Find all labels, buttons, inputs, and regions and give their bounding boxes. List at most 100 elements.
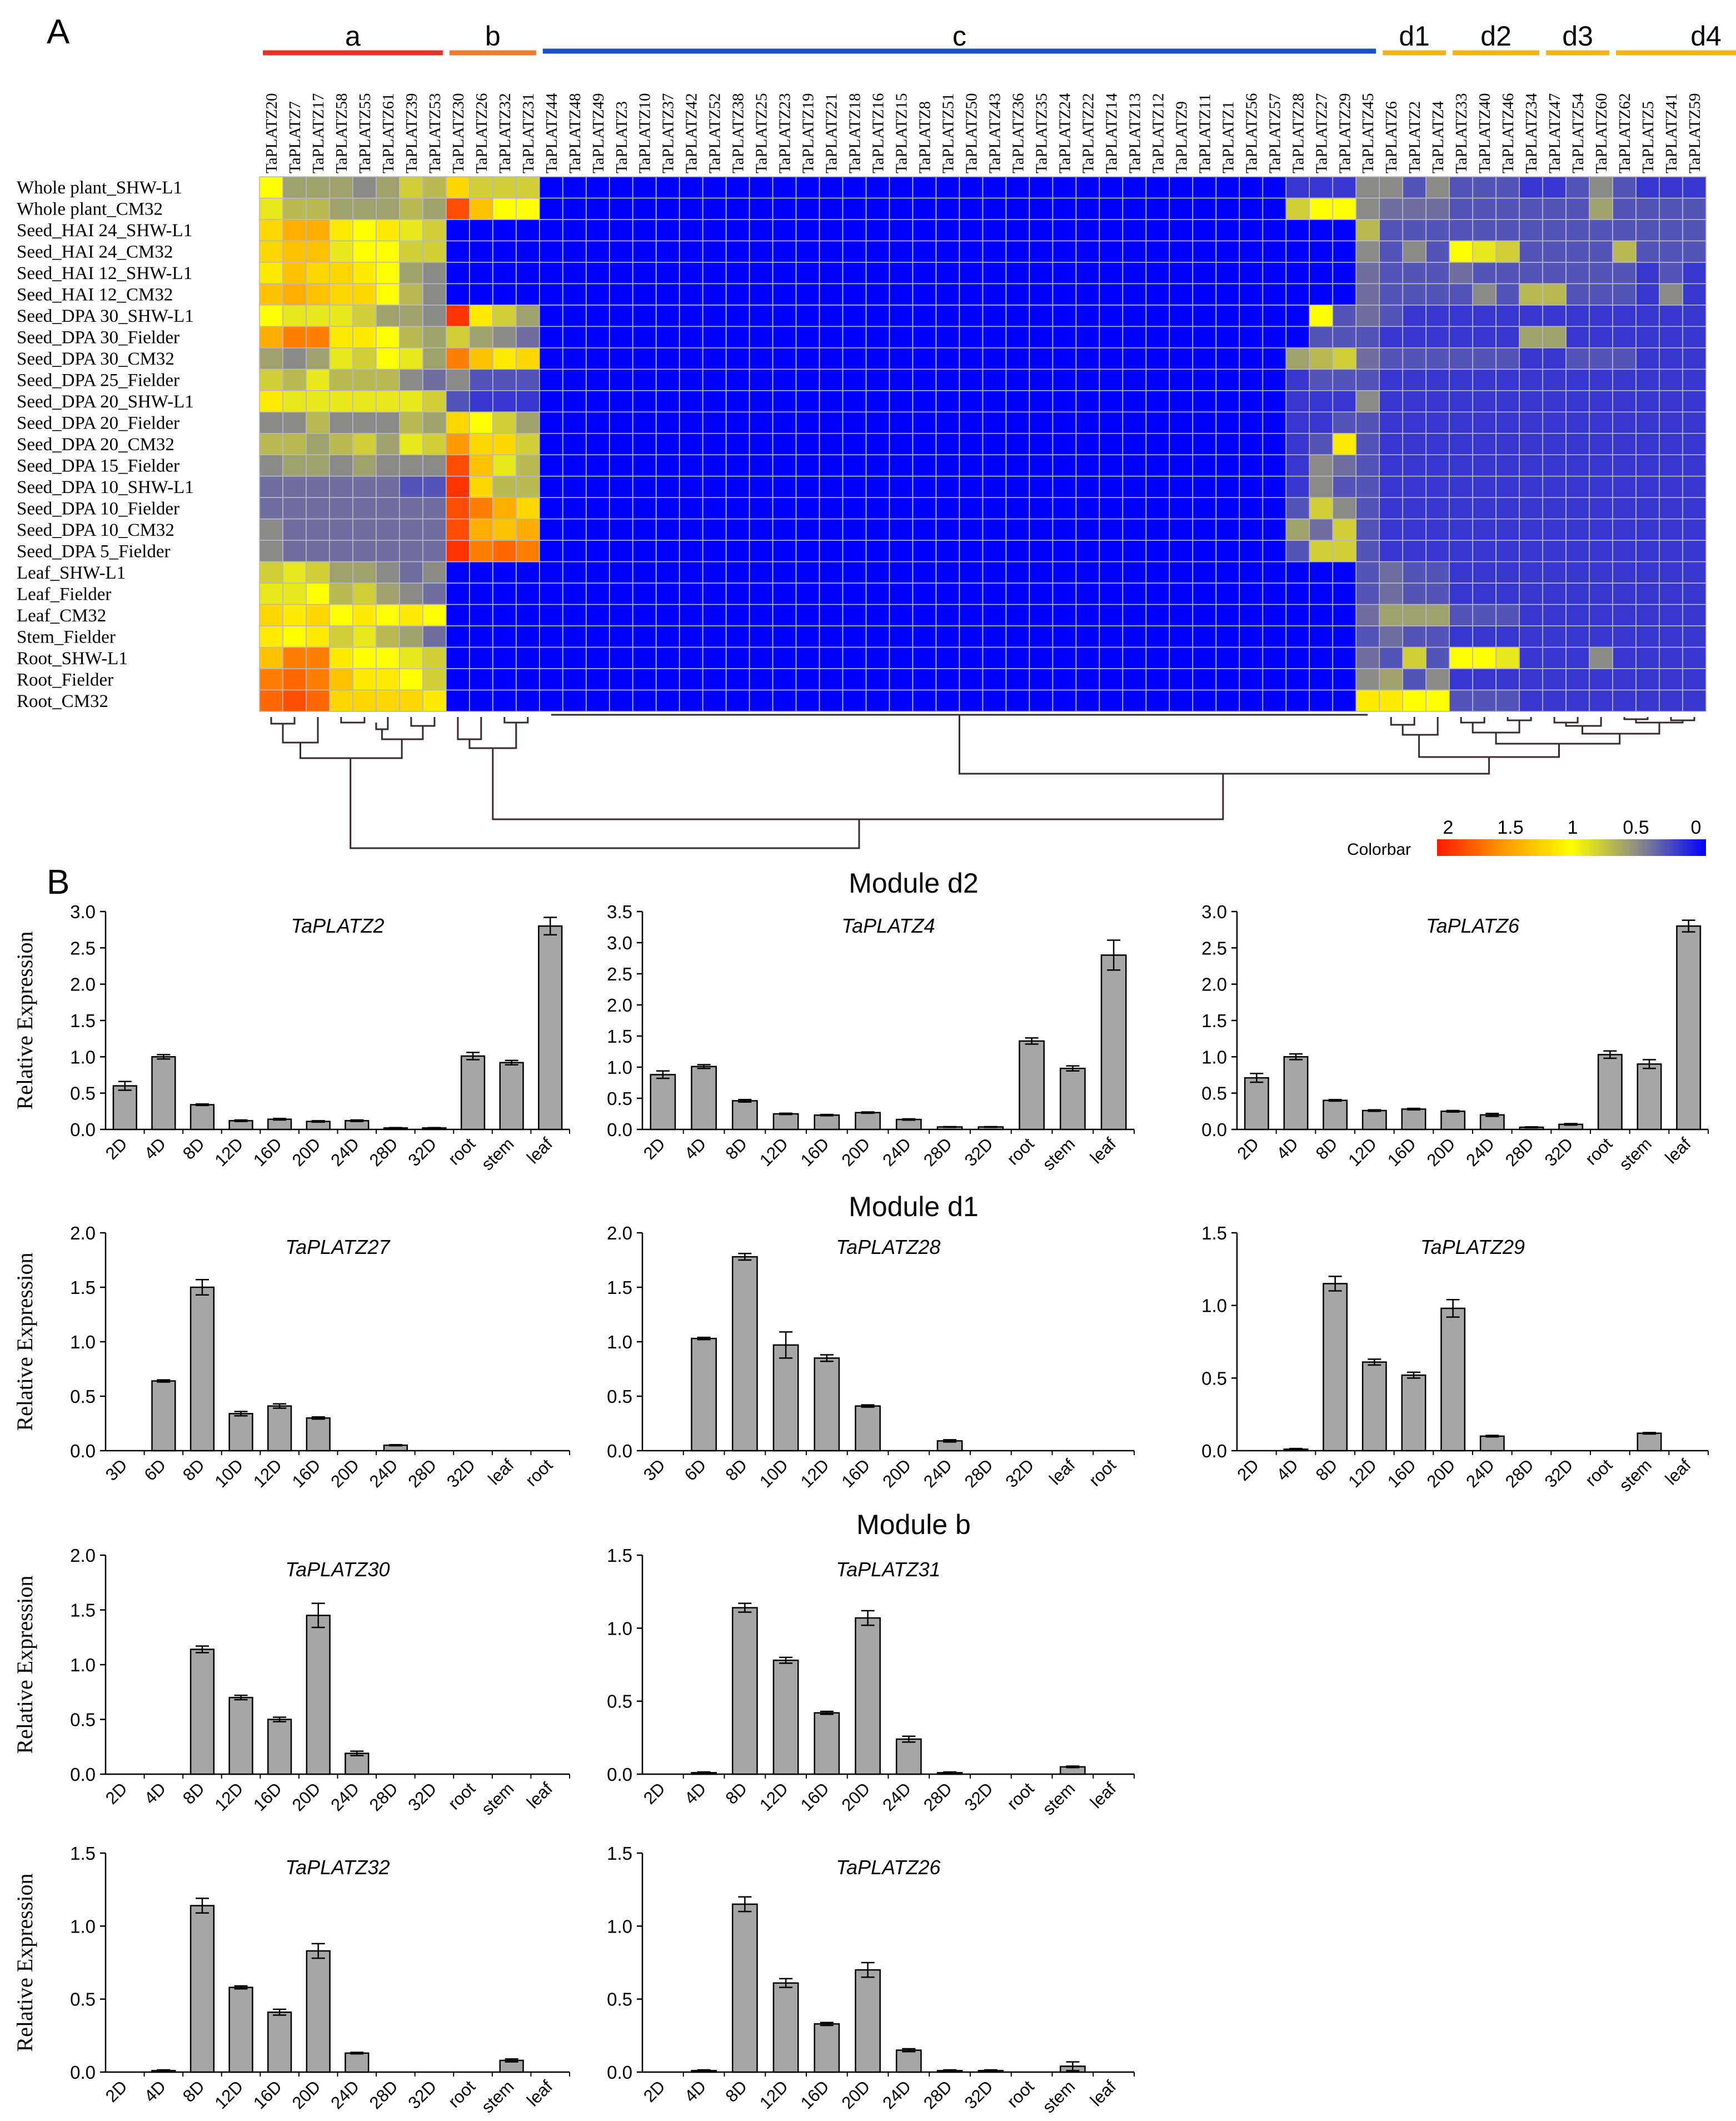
heatmap-cell bbox=[585, 240, 610, 263]
heatmap-cell bbox=[352, 176, 377, 199]
heatmap-cell bbox=[1309, 283, 1334, 306]
heatmap-cell bbox=[1309, 646, 1334, 669]
heatmap-cell bbox=[1495, 240, 1520, 263]
heatmap-cell bbox=[1332, 582, 1357, 605]
heatmap-cell bbox=[1495, 604, 1520, 626]
x-tick-label: 32D bbox=[961, 1779, 997, 1815]
heatmap-cell bbox=[1099, 689, 1124, 712]
heatmap-cell bbox=[492, 390, 517, 413]
heatmap-cell bbox=[632, 305, 657, 327]
heatmap-cell bbox=[1682, 625, 1707, 648]
heatmap-cell bbox=[819, 219, 844, 242]
heatmap-cell bbox=[469, 283, 493, 306]
heatmap-cell bbox=[1682, 283, 1707, 306]
x-tick-label: 16D bbox=[797, 2077, 833, 2113]
dendrogram-link bbox=[340, 717, 366, 724]
heatmap-cell bbox=[352, 518, 377, 541]
heatmap-cell bbox=[819, 262, 844, 285]
dendrogram-link bbox=[350, 758, 860, 849]
heatmap-cell bbox=[1029, 561, 1054, 584]
bar bbox=[1479, 1435, 1505, 1452]
heatmap-cell bbox=[1169, 219, 1194, 242]
heatmap-cell bbox=[1355, 518, 1380, 541]
heatmap-cell bbox=[679, 432, 704, 456]
heatmap-cell bbox=[749, 305, 774, 327]
heatmap-cell bbox=[1379, 369, 1404, 391]
heatmap-cell bbox=[1332, 689, 1357, 712]
heatmap-cell bbox=[306, 646, 330, 669]
heatmap-cell bbox=[1262, 369, 1287, 391]
x-tick-label: 24D bbox=[920, 1455, 956, 1491]
heatmap-cell bbox=[935, 347, 960, 370]
heatmap-cell bbox=[749, 604, 774, 626]
heatmap-cell bbox=[259, 518, 283, 541]
x-tick-label: 24D bbox=[327, 1134, 363, 1170]
heatmap-cell bbox=[562, 497, 587, 520]
heatmap-cell bbox=[329, 176, 353, 199]
y-tick-label: 1.0 bbox=[70, 1916, 96, 1936]
heatmap-cell bbox=[562, 240, 587, 263]
heatmap-cell bbox=[795, 262, 820, 285]
heatmap-cell bbox=[725, 240, 750, 263]
heatmap-cell bbox=[935, 540, 960, 562]
column-label: TaPLATZ39 bbox=[403, 93, 421, 173]
heatmap-cell bbox=[1589, 240, 1613, 263]
heatmap-cell bbox=[1332, 497, 1357, 520]
dendrogram-link bbox=[959, 715, 1490, 775]
heatmap-cell bbox=[1519, 390, 1543, 413]
heatmap-cell bbox=[1122, 219, 1147, 242]
heatmap-cell bbox=[959, 582, 984, 605]
row-label: Stem_Fielder bbox=[17, 627, 116, 647]
heatmap-cell bbox=[865, 561, 890, 584]
heatmap-cell bbox=[632, 454, 657, 477]
heatmap-cell bbox=[1262, 540, 1287, 562]
heatmap-cell bbox=[1425, 305, 1450, 327]
heatmap-cell bbox=[702, 283, 727, 306]
heatmap-cell bbox=[1285, 176, 1310, 199]
heatmap-cell bbox=[1449, 540, 1473, 562]
row-label: Root_CM32 bbox=[17, 691, 108, 711]
heatmap-cell bbox=[446, 561, 470, 584]
heatmap-cell bbox=[632, 582, 657, 605]
y-tick-label: 2.5 bbox=[70, 938, 96, 958]
heatmap-cell bbox=[1005, 240, 1030, 263]
heatmap-cell bbox=[492, 197, 517, 220]
heatmap-cell bbox=[1169, 625, 1194, 648]
heatmap-cell bbox=[1472, 411, 1496, 434]
heatmap-cell bbox=[469, 582, 493, 605]
dendrogram bbox=[270, 714, 1695, 849]
heatmap-cell bbox=[702, 347, 727, 370]
heatmap-cell bbox=[982, 454, 1007, 477]
heatmap-cell bbox=[1285, 262, 1310, 285]
heatmap-cell bbox=[1005, 518, 1030, 541]
column-label: TaPLATZ62 bbox=[1616, 93, 1634, 173]
bar bbox=[732, 1903, 758, 2073]
heatmap-cell bbox=[959, 240, 984, 263]
heatmap-cell bbox=[1145, 326, 1170, 348]
heatmap-cell bbox=[1005, 432, 1030, 456]
heatmap-cell bbox=[1472, 432, 1496, 456]
heatmap-cell bbox=[585, 518, 610, 541]
heatmap-cell bbox=[702, 689, 727, 712]
heatmap-cell bbox=[1355, 582, 1380, 605]
x-tick-label: 4D bbox=[1273, 1455, 1302, 1485]
heatmap-cell bbox=[725, 283, 750, 306]
heatmap-cell bbox=[1192, 561, 1217, 584]
column-label: TaPLATZ19 bbox=[800, 93, 817, 173]
chart-title: TaPLATZ4 bbox=[841, 914, 935, 937]
heatmap-cell bbox=[725, 411, 750, 434]
y-tick-label: 1.5 bbox=[70, 1843, 96, 1864]
heatmap-cell bbox=[1589, 604, 1613, 626]
heatmap-cell bbox=[516, 561, 540, 584]
heatmap-cell bbox=[865, 668, 890, 691]
heatmap-cell bbox=[282, 240, 307, 263]
heatmap-cell bbox=[1612, 668, 1637, 691]
heatmap-cell bbox=[819, 646, 844, 669]
heatmap-cell bbox=[959, 369, 984, 391]
heatmap-cell bbox=[1659, 561, 1683, 584]
heatmap-cell bbox=[1682, 668, 1707, 691]
x-tick-label: 12D bbox=[756, 1134, 792, 1170]
heatmap-cell bbox=[1285, 283, 1310, 306]
